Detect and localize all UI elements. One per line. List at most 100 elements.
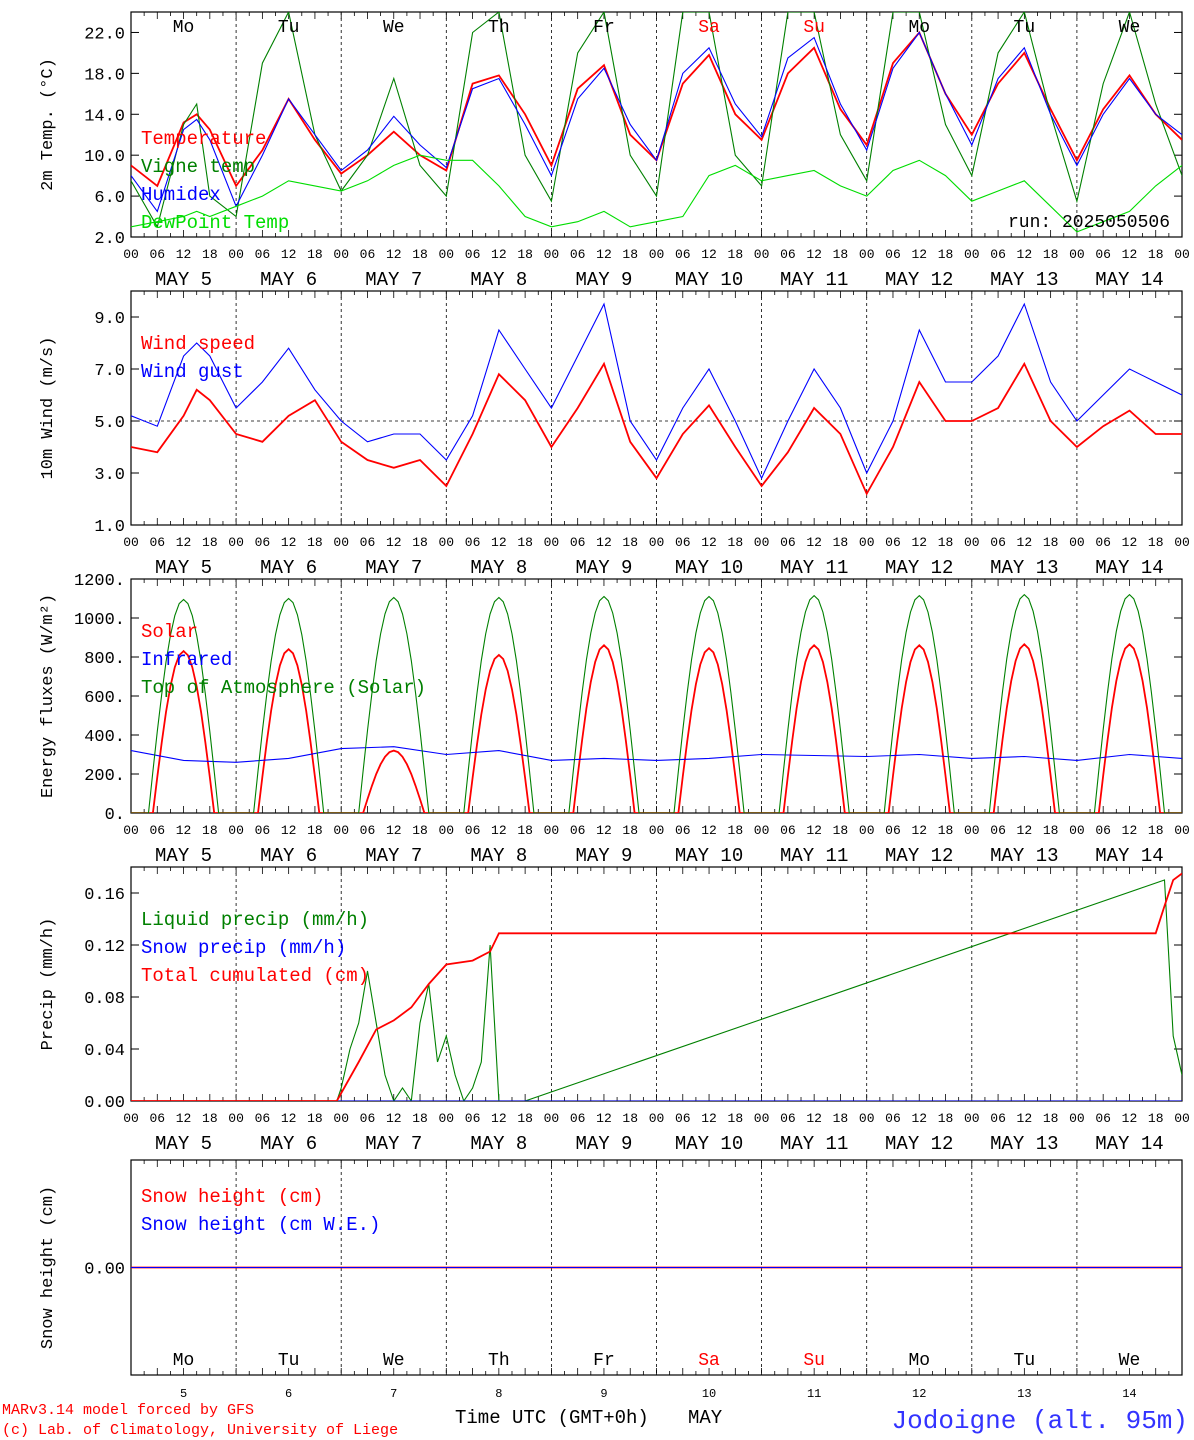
day-label: We [383,18,405,38]
hour-label: 06 [885,535,901,550]
date-label: MAY 7 [365,845,422,867]
hour-label: 12 [1017,1111,1033,1126]
hour-label: 06 [675,823,691,838]
y-tick-label: 0.12 [84,938,125,957]
hour-label: 18 [412,1111,428,1126]
day-number: 6 [285,1387,292,1401]
hour-label: 12 [1017,823,1033,838]
hour-label: 12 [491,535,507,550]
hour-label: 18 [938,823,954,838]
run-annotation: run: 2025050506 [1008,213,1170,233]
hour-label: 00 [333,535,349,550]
date-label: MAY 8 [470,845,527,867]
hour-label: 12 [1122,247,1138,262]
hour-label: 12 [281,823,297,838]
hour-label: 00 [333,823,349,838]
hour-label: 00 [964,247,980,262]
hour-label: 06 [360,535,376,550]
series-line-wind-gust [131,302,1182,480]
hour-label: 06 [780,247,796,262]
hour-label: 00 [859,247,875,262]
series-group [131,302,1182,496]
hour-label: 00 [438,535,454,550]
date-label: MAY 12 [885,1133,953,1155]
hour-label: 06 [255,823,271,838]
hour-label: 00 [1174,823,1190,838]
hour-label: 00 [754,823,770,838]
hour-label: 18 [1043,535,1059,550]
day-number: 7 [390,1387,397,1401]
hour-label: 06 [780,823,796,838]
hour-label: 00 [649,247,665,262]
hour-label: 18 [517,823,533,838]
date-label: MAY 8 [470,557,527,579]
x-axis-month: MAY [688,1407,723,1429]
y-tick-label: 3.0 [94,466,125,485]
y-tick-label: 7.0 [94,362,125,381]
legend-entry: Solar [141,621,198,643]
series-line-top-of-atmosphere-solar- [131,593,1182,813]
y-tick-label: 18.0 [84,66,125,85]
legend-entry: Snow height (cm) [141,1186,323,1208]
day-number: 8 [495,1387,502,1401]
hour-label: 06 [990,1111,1006,1126]
hour-label: 06 [885,1111,901,1126]
hour-label: 12 [596,823,612,838]
hour-label: 00 [544,247,560,262]
y-tick-label: 400. [84,728,125,747]
hour-label: 06 [149,247,165,262]
hour-label: 00 [228,1111,244,1126]
panel-energy: 0. 200. 400. 600. 800. 1000. 1200. Energy fluxe… [39,572,1190,867]
day-label: Th [488,18,510,38]
hour-label: 06 [465,823,481,838]
hour-label: 00 [333,247,349,262]
hour-label: 12 [176,823,192,838]
hour-label: 18 [938,247,954,262]
date-label: MAY 7 [365,1133,422,1155]
date-label: MAY 8 [470,269,527,291]
hour-label: 12 [806,823,822,838]
day-number: 9 [600,1387,607,1401]
date-label: MAY 12 [885,557,953,579]
day-label: Mo [173,1351,195,1371]
hour-label: 06 [780,535,796,550]
date-label: MAY 10 [675,269,743,291]
day-label: Th [488,1351,510,1371]
hour-label: 06 [1095,535,1111,550]
legend-entry: Liquid precip (mm/h) [141,909,369,931]
hour-label: 00 [544,535,560,550]
hour-label: 06 [255,247,271,262]
date-label: MAY 12 [885,269,953,291]
hour-label: 12 [176,535,192,550]
hour-label: 00 [1174,247,1190,262]
hour-label: 00 [544,823,560,838]
hour-label: 06 [780,1111,796,1126]
panel-temp: 2.0 6.0 10.0 14.0 18.0 22.0 2m Temp. (°C) Tempe… [39,11,1190,291]
day-label: Su [803,18,825,38]
day-label: We [383,1351,405,1371]
legend-entry: Infrared [141,649,232,671]
hour-label: 12 [701,1111,717,1126]
hour-label: 12 [806,535,822,550]
date-label: MAY 6 [260,269,317,291]
day-label: We [1119,18,1141,38]
day-label: Sa [698,1351,720,1371]
hour-label: 18 [833,1111,849,1126]
date-label: MAY 6 [260,1133,317,1155]
y-axis-label: Precip (mm/h) [39,918,58,1051]
y-tick-label: 1200. [74,572,125,591]
hour-label: 18 [412,823,428,838]
y-tick-label: 0.00 [84,1094,125,1113]
day-label: Sa [698,18,720,38]
day-label: Tu [278,18,300,38]
y-axis-label: Snow height (cm) [39,1186,58,1349]
x-axis-title: Time UTC (GMT+0h) [455,1407,649,1429]
series-group [131,12,1182,233]
hour-label: 00 [228,535,244,550]
hour-label: 12 [596,247,612,262]
legend-entry: Snow precip (mm/h) [141,937,346,959]
date-label: MAY 13 [990,845,1058,867]
hour-label: 12 [281,1111,297,1126]
hour-label: 18 [1043,823,1059,838]
hour-label: 18 [1148,247,1164,262]
